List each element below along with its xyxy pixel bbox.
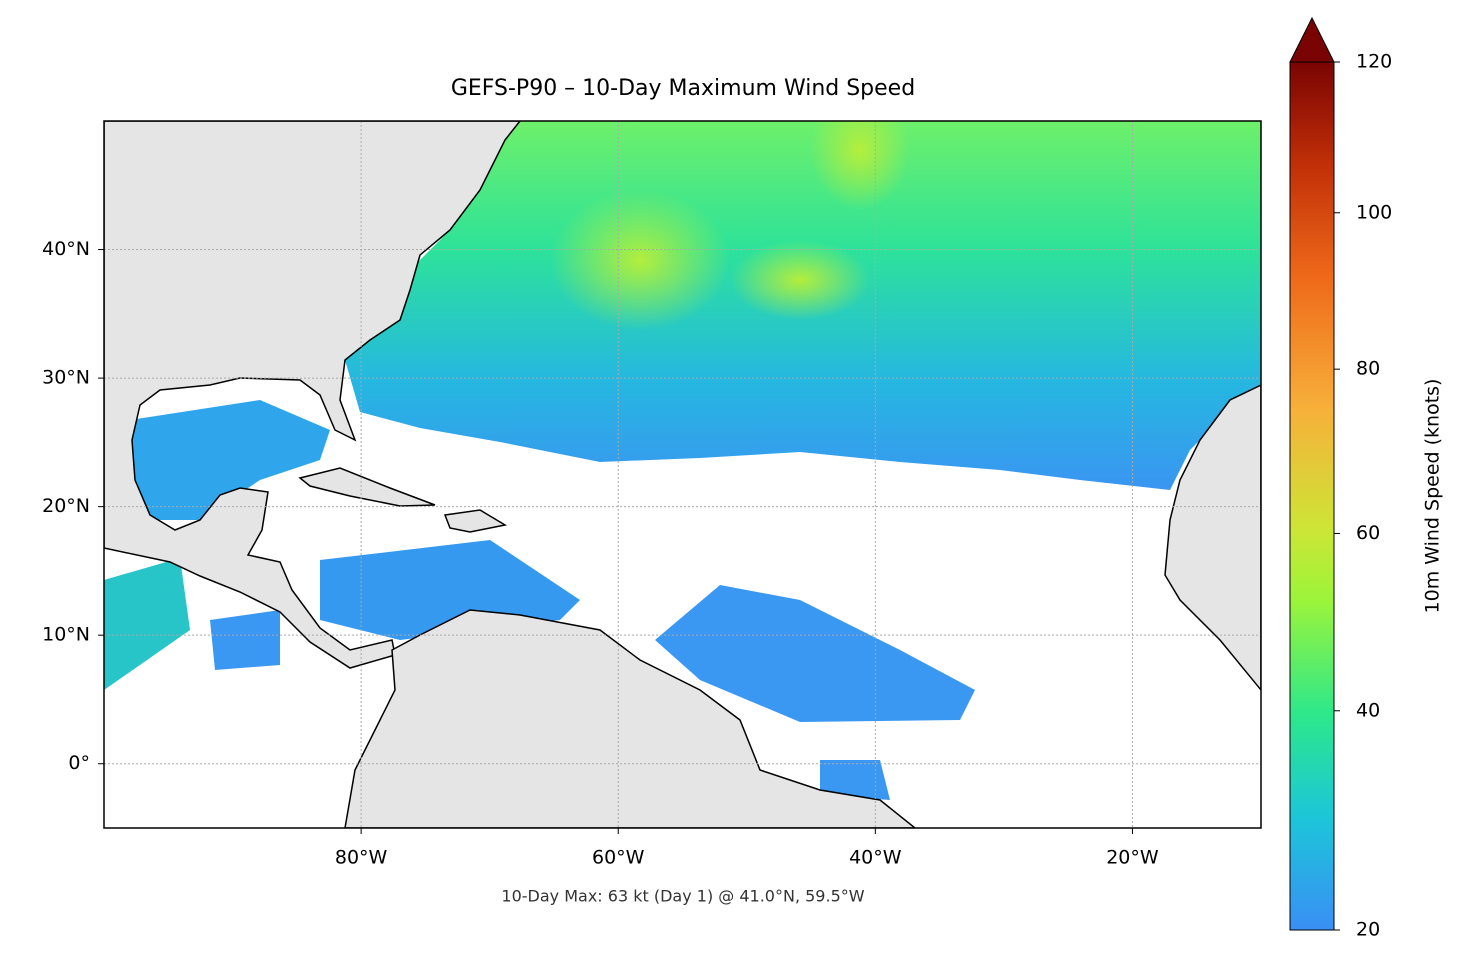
wind-field — [110, 400, 330, 520]
wind-maximum — [730, 240, 870, 320]
colorbar — [1289, 61, 1335, 931]
x-tick-label: 60°W — [592, 847, 645, 869]
land-south-america — [344, 609, 917, 828]
map-frame — [103, 120, 1262, 829]
wind-maximum — [810, 121, 910, 210]
wind-field — [210, 610, 280, 670]
land-north-america — [104, 121, 521, 669]
annotation: 10-Day Max: 63 kt (Day 1) @ 41.0°N, 59.5… — [501, 887, 864, 906]
colorbar-tick-label: 100 — [1356, 201, 1392, 223]
x-tick-label: 80°W — [335, 847, 388, 869]
land-africa — [1164, 384, 1261, 692]
colorbar-ticks: 20 40 60 80 100 120 — [1334, 51, 1392, 941]
x-tick-label: 20°W — [1106, 847, 1159, 869]
colorbar-tick-label: 120 — [1356, 51, 1392, 73]
map — [104, 121, 1261, 828]
y-tick-label: 30°N — [42, 367, 90, 389]
colorbar-tick-label: 80 — [1356, 358, 1380, 380]
colorbar-tick-label: 40 — [1356, 699, 1380, 721]
grid — [104, 121, 1261, 828]
wind-field — [820, 760, 890, 800]
axes: 80°W 60°W 40°W 20°W 0° 10°N 20°N 30°N 40°N — [42, 238, 1159, 868]
land-island — [443, 509, 508, 533]
y-tick-label: 10°N — [42, 624, 90, 646]
colorbar-tick-label: 60 — [1356, 522, 1380, 544]
land-island — [298, 467, 436, 507]
colorbar-tick-label: 20 — [1356, 919, 1380, 941]
x-tick-label: 40°W — [849, 847, 902, 869]
y-tick-label: 40°N — [42, 238, 90, 260]
wind-field — [655, 585, 975, 722]
colorbar-extend-arrow — [1289, 16, 1335, 63]
chart-title: GEFS-P90 – 10-Day Maximum Wind Speed — [451, 76, 915, 101]
wind-field — [104, 558, 190, 690]
y-tick-label: 0° — [68, 752, 90, 774]
y-tick-label: 20°N — [42, 495, 90, 517]
colorbar-label: 10m Wind Speed (knots) — [1422, 379, 1444, 614]
wind-maximum — [550, 190, 730, 330]
